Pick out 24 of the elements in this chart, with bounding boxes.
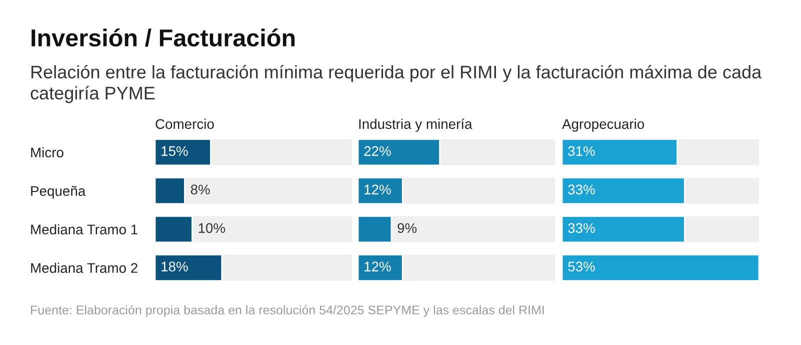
- data-label: 18%: [162, 262, 188, 272]
- y-tick-label: Micro: [31, 147, 64, 158]
- data-label: 22%: [364, 146, 391, 156]
- data-label: 12%: [364, 184, 391, 194]
- text: Relación entre la facturación mínima requerida por el RIMI y la facturación máxima de cada categiría PYME: [30, 65, 762, 104]
- data-label: 10%: [198, 223, 226, 233]
- data-label: 12%: [364, 262, 391, 272]
- chart-title: Industria y minería: [359, 118, 472, 132]
- source-note: Fuente: Elaboración propia basada en la resolución 54/2025 SEPYME y las escalas del RIMI: [31, 305, 544, 317]
- chart-title: Agropecuario: [562, 118, 644, 132]
- data-label: 33%: [568, 223, 595, 233]
- data-label: 9%: [398, 223, 417, 233]
- data-label: 31%: [568, 146, 595, 156]
- chart-title: Comercio: [156, 118, 214, 129]
- y-tick-label: Mediana Tramo 1: [31, 224, 138, 234]
- data-label: 15%: [162, 146, 188, 156]
- bar: [155, 176, 186, 205]
- text: Inversión / Facturación: [32, 28, 295, 47]
- y-tick-label: Pequeña: [31, 186, 86, 199]
- data-label: 8%: [190, 184, 210, 194]
- data-label: 33%: [568, 184, 595, 194]
- bar: [155, 215, 193, 244]
- data-label: 53%: [568, 262, 595, 272]
- y-tick-label: Mediana Tramo 2: [31, 262, 138, 273]
